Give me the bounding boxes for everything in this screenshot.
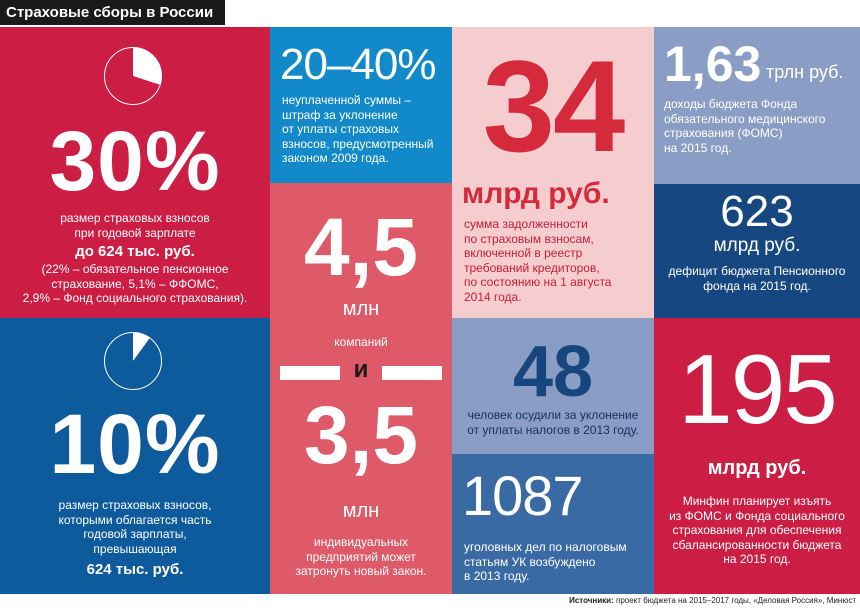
desc-line: годовой зарплаты, (83, 527, 187, 541)
desc-line: которыми облагается часть (58, 512, 212, 527)
stat-description: Минфин планирует изъять из ФОМС и Фонда … (654, 494, 860, 567)
stat-caption: компаний (334, 335, 388, 349)
stat-value: 1087 (462, 464, 584, 527)
tile-1-63-trillion: 1,63 трлн руб. доходы бюджета Фонда обяз… (654, 27, 860, 184)
stat-value: 10% (49, 397, 221, 491)
desc-line: по страховым взносам, (464, 231, 594, 246)
desc-line: на 2015 год. (664, 140, 732, 155)
stat-description: неуплаченной суммы – штраф за уклонение … (282, 93, 450, 166)
connector-badge (340, 358, 382, 388)
desc-line: доходы бюджета Фонда (664, 97, 798, 111)
stat-description: человек осудили за уклонение от уплаты н… (452, 408, 654, 437)
desc-line: включенной в реестр (464, 246, 583, 260)
stat-value: 195 (678, 334, 838, 444)
stat-unit: млрд руб. (713, 235, 801, 256)
sources-label: Источники: (569, 596, 614, 605)
desc-line: Минфин планирует изъять (682, 494, 832, 508)
stat-description: индивидуальных предприятий может затрону… (270, 535, 452, 579)
desc-line: неуплаченной суммы – (282, 93, 411, 107)
desc-line: штраф за уклонение (282, 107, 398, 122)
desc-line: превышающая (93, 541, 177, 556)
desc-line: 2014 года. (464, 289, 522, 304)
stat-value: 4,5 (304, 202, 418, 293)
desc-line: уголовных дел по налоговым (464, 540, 627, 554)
desc-line: человек осудили за уклонение (467, 408, 639, 422)
desc-line: размер страховых взносов (60, 211, 210, 225)
stat-unit: млн (342, 298, 380, 320)
header-bar: Страховые сборы в России (0, 0, 860, 25)
desc-line: из ФОМС и Фонда социального (669, 508, 845, 523)
desc-line: сумма задолженности (464, 217, 588, 231)
stat-description: дефицит бюджета Пенсионного фонда на 201… (654, 264, 860, 293)
stat-value: 20–40% (280, 40, 436, 89)
sources-footnote: Источники: проект бюджета на 2015–2017 г… (0, 594, 860, 608)
desc-line: на 2015 год. (723, 552, 791, 566)
desc-line: статьям УК возбуждено (464, 554, 596, 569)
tile-30-percent: 30% размер страховых взносов при годовой… (0, 27, 270, 318)
desc-line: в 2013 году. (464, 569, 530, 583)
stat-value: 1,63 (664, 36, 762, 92)
stat-unit: млрд руб. (462, 177, 610, 210)
stat-value: 48 (512, 332, 594, 412)
desc-line: сбалансированности бюджета (672, 537, 842, 552)
desc-bold: до 624 тыс. руб. (75, 243, 195, 260)
stat-unit: млрд руб. (707, 457, 807, 479)
stat-value: 3,5 (304, 390, 418, 481)
desc-line: фонда на 2015 год. (703, 278, 811, 293)
desc-line: дефицит бюджета Пенсионного (668, 264, 846, 278)
stat-value: 623 (720, 187, 794, 236)
desc-line: предприятий может (306, 549, 416, 564)
tile-623-billion: 623 млрд руб. дефицит бюджета Пенсионног… (654, 184, 860, 318)
stat-value: 30% (49, 114, 221, 208)
desc-line: 2,9% – Фонд социального страхования). (22, 291, 248, 305)
desc-line: страхования (ФОМС) (664, 126, 783, 140)
desc-line: (22% – обязательное пенсионное (41, 262, 229, 276)
tile-195-billion: 195 млрд руб. Минфин планирует изъять из… (654, 318, 860, 594)
page-title: Страховые сборы в России (0, 0, 226, 25)
tile-1087-cases: 1087 уголовных дел по налоговым статьям … (452, 454, 654, 594)
tile-20-40-percent: 20–40% неуплаченной суммы – штраф за укл… (270, 27, 452, 183)
tile-10-percent: 10% размер страховых взносов, которыми о… (0, 318, 270, 594)
stat-description: сумма задолженности по страховым взносам… (464, 217, 650, 304)
stat-description: уголовных дел по налоговым статьям УК во… (464, 540, 650, 584)
stat-description: доходы бюджета Фонда обязательного медиц… (664, 97, 856, 155)
desc-line: размер страховых взносов, (58, 498, 212, 512)
desc-line: страхование, 5,1% – ФФОМС, (51, 276, 219, 291)
desc-line: индивидуальных (313, 535, 409, 549)
desc-line: взносов, предусмотренный (282, 136, 434, 151)
tile-companies-and-ip: 4,5 млн компаний и 3,5 млн индивидуальны… (270, 183, 452, 594)
desc-line: от уплаты страховых (282, 122, 399, 136)
pie-chart-30 (104, 47, 162, 105)
desc-line: по состоянию на 1 августа (464, 275, 612, 289)
stat-unit: млн (342, 500, 380, 522)
stat-description: размер страховых взносов при годовой зар… (0, 211, 270, 306)
desc-line: от уплаты налогов в 2013 году. (467, 422, 639, 437)
desc-line: затронуть новый закон. (295, 564, 427, 578)
desc-line: законом 2009 года. (282, 151, 389, 165)
sources-text: проект бюджета на 2015–2017 годы, «Делов… (615, 596, 856, 605)
desc-bold: 624 тыс. руб. (86, 561, 184, 578)
tile-48-convicted: 48 человек осудили за уклонение от уплат… (452, 318, 654, 454)
pie-chart-10 (104, 332, 162, 390)
desc-line: при годовой зарплате (74, 225, 196, 240)
stat-value: 34 (482, 33, 626, 179)
stat-unit: трлн руб. (766, 62, 844, 82)
connector-text: и (353, 356, 369, 383)
desc-line: требований кредиторов, (464, 260, 600, 275)
desc-line: страхования для обеспечения (672, 523, 842, 537)
desc-line: обязательного медицинского (664, 111, 826, 126)
stat-description: размер страховых взносов, которыми облаг… (0, 498, 270, 580)
tile-34-billion: 34 млрд руб. сумма задолженности по стра… (452, 27, 654, 318)
